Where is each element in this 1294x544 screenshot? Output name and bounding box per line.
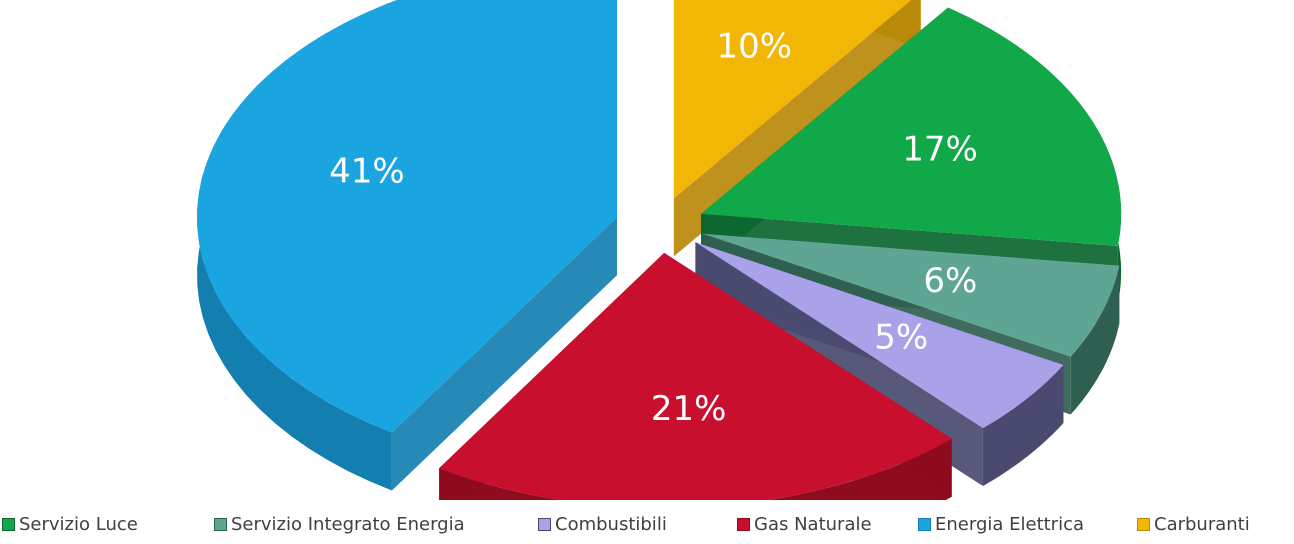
data-label-carburanti: 10% [717, 27, 793, 67]
legend-item-gas-naturale: Gas Naturale [737, 514, 872, 535]
legend-label: Servizio Integrato Energia [231, 514, 465, 535]
pie-slice-gas-naturale [439, 252, 952, 500]
legend-swatch [2, 518, 15, 531]
legend-swatch [214, 518, 227, 531]
legend-item-carburanti: Carburanti [1137, 514, 1250, 535]
legend-item-servizio-luce: Servizio Luce [2, 514, 138, 535]
legend-item-servizio-integrato-energia: Servizio Integrato Energia [214, 514, 465, 535]
legend-item-energia-elettrica: Energia Elettrica [918, 514, 1084, 535]
pie-slice-combustibili [695, 242, 1064, 428]
legend-item-combustibili: Combustibili [538, 514, 667, 535]
data-label-combustibili: 5% [874, 318, 928, 358]
pie-slice-carburanti [673, 0, 912, 199]
pie-chart-svg: 17% 6% 5% 21% 41% 10% [197, 0, 1122, 500]
data-label-energia-elettrica: 41% [329, 152, 405, 192]
pie-slice-side-energia-elettrica [197, 0, 617, 491]
data-label-servizio-integrato-energia: 6% [923, 261, 977, 301]
legend-swatch [737, 518, 750, 531]
pie-slice-wall [439, 438, 952, 500]
pie-slice-servizio-integrato-energia [702, 233, 1120, 357]
legend-label: Gas Naturale [754, 514, 872, 535]
data-label-servizio-luce: 17% [902, 130, 978, 170]
pie-slice-energia-elettrica [197, 0, 617, 433]
legend-swatch [538, 518, 551, 531]
legend-label: Energia Elettrica [935, 514, 1085, 535]
chart-legend: Servizio Luce Servizio Integrato Energia C… [0, 504, 1294, 544]
pie-data-labels: 17% 6% 5% 21% 41% 10% [329, 27, 978, 429]
legend-label: Combustibili [555, 514, 667, 535]
pie-top-faces [197, 0, 1122, 500]
legend-label: Carburanti [1154, 514, 1250, 535]
data-label-gas-naturale: 21% [651, 389, 727, 429]
pie-slice-servizio-luce [701, 7, 1122, 246]
legend-swatch [1137, 518, 1150, 531]
legend-swatch [918, 518, 931, 531]
legend-label: Servizio Luce [19, 514, 138, 535]
pie-slice-radial-wall-start [391, 217, 617, 491]
